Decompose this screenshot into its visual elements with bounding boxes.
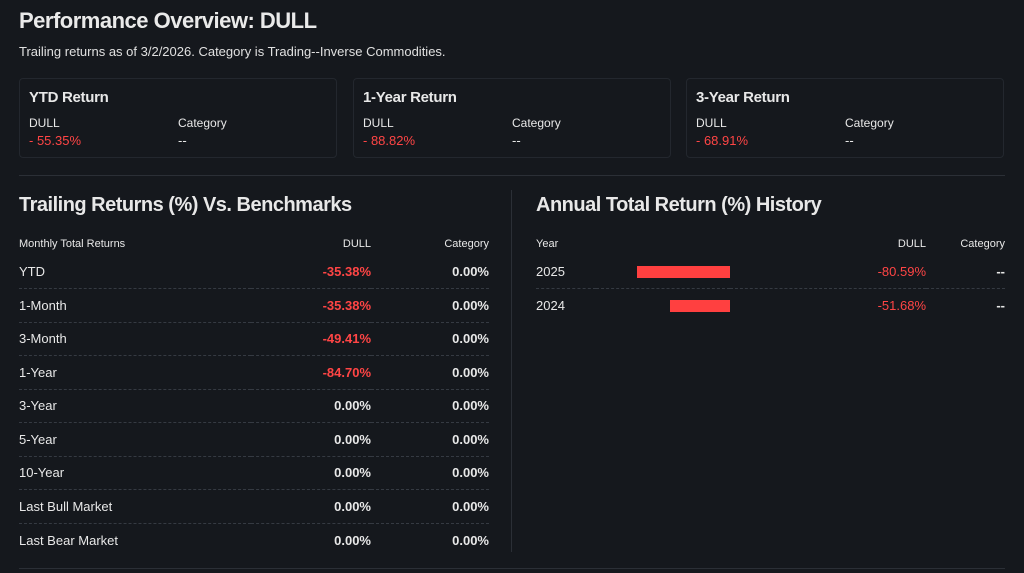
col-header-dull: DULL [342,238,371,250]
dull-value: 0.00% [251,422,371,456]
return-card: YTD Return DULL - 55.35% Category -- [19,78,337,158]
return-card: 1-Year Return DULL - 88.82% Category -- [353,78,671,158]
period-label: 5-Year [19,422,251,456]
ticker-value: - 55.35% [29,133,82,148]
return-bar [636,265,730,278]
col-header-category: Category [444,238,489,250]
dull-value: -51.68% [730,288,926,322]
category-value: 0.00% [452,264,489,279]
dull-value: 0.00% [251,489,371,523]
period-label: Last Bull Market [19,489,251,523]
table-row: Last Bear Market 0.00% 0.00% [19,522,489,557]
table-row: 1-Month -35.38% 0.00% [19,288,489,322]
divider [19,175,1005,176]
table-row: 3-Year 0.00% 0.00% [19,388,489,423]
category-value: 0.00% [371,522,489,557]
ticker-label: DULL [696,116,727,130]
dull-value: -35.38% [322,264,371,279]
category-value: 0.00% [371,455,489,490]
period-label: 1-Year [19,355,251,389]
category-value: 0.00% [371,422,489,456]
period-label: Last Bear Market [19,522,251,557]
table-row: 2025 -80.59% -- [536,255,1005,289]
category-value: -- [512,133,521,148]
dull-value: 0.00% [251,522,371,557]
card-title: YTD Return [29,89,109,106]
col-header-category: Category [960,238,1005,250]
period-label: 10-Year [19,455,251,490]
dull-value: 0.00% [251,455,371,490]
dull-value: -49.41% [251,321,371,356]
page-title: Performance Overview: DULL [19,8,317,33]
period-label: 1-Month [19,288,251,322]
return-card: 3-Year Return DULL - 68.91% Category -- [686,78,1004,158]
dull-value: -84.70% [251,355,371,389]
table-row: YTD -35.38% 0.00% [19,255,489,289]
category-value: 0.00% [371,321,489,356]
category-label: Category [845,116,894,130]
table-row: 1-Year -84.70% 0.00% [19,355,489,389]
category-value: 0.00% [371,288,489,322]
period-label: 3-Month [19,321,251,356]
ticker-label: DULL [29,116,60,130]
col-header-year: Year [536,238,559,250]
table-row: Last Bull Market 0.00% 0.00% [19,489,489,523]
table-row: 3-Month -49.41% 0.00% [19,321,489,356]
return-bar [670,299,730,312]
category-value: 0.00% [371,355,489,389]
divider [19,568,1005,569]
category-value: -- [845,133,854,148]
annual-return-title: Annual Total Return (%) History [536,194,822,216]
dull-value: 0.00% [251,388,371,423]
category-value: 0.00% [371,489,489,523]
category-label: Category [178,116,227,130]
ticker-value: - 88.82% [363,133,416,148]
trailing-returns-title: Trailing Returns (%) Vs. Benchmarks [19,194,352,216]
category-value: -- [926,288,1005,322]
dull-value: -35.38% [251,288,371,322]
ticker-value: - 68.91% [696,133,749,148]
period-label: 3-Year [19,388,251,423]
table-row: 2024 -51.68% -- [536,288,1005,322]
category-value: -- [178,133,187,148]
annual-return-table: Year DULL Category 2025 -80.59% -- 2024 … [536,233,1005,322]
year-label: 2025 [536,264,565,279]
year-label: 2024 [536,288,596,322]
category-value: -- [996,264,1005,279]
period-label: YTD [19,264,45,279]
category-value: 0.00% [371,388,489,423]
category-label: Category [512,116,561,130]
ticker-label: DULL [363,116,394,130]
card-title: 3-Year Return [696,89,790,106]
table-row: 5-Year 0.00% 0.00% [19,422,489,456]
trailing-returns-table: Monthly Total Returns DULL Category YTD … [19,233,489,557]
card-title: 1-Year Return [363,89,457,106]
col-header-dull: DULL [897,238,926,250]
dull-value: -80.59% [877,264,926,279]
page-subtitle: Trailing returns as of 3/2/2026. Categor… [19,44,446,59]
vertical-divider [511,190,512,552]
table-row: 10-Year 0.00% 0.00% [19,455,489,490]
col-header-period: Monthly Total Returns [19,238,126,250]
